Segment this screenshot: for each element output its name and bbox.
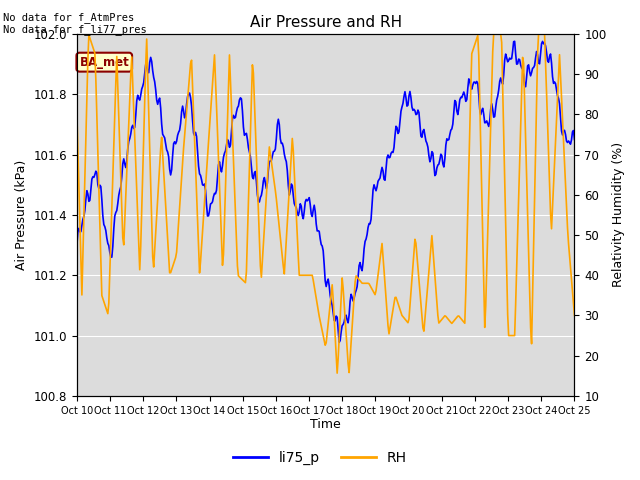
Text: BA_met: BA_met — [79, 56, 129, 69]
Text: No data for f_li77_pres: No data for f_li77_pres — [3, 24, 147, 35]
Text: No data for f_AtmPres: No data for f_AtmPres — [3, 12, 134, 23]
X-axis label: Time: Time — [310, 419, 341, 432]
Y-axis label: Relativity Humidity (%): Relativity Humidity (%) — [612, 143, 625, 288]
Title: Air Pressure and RH: Air Pressure and RH — [250, 15, 402, 30]
Y-axis label: Air Pressure (kPa): Air Pressure (kPa) — [15, 160, 28, 270]
Legend: li75_p, RH: li75_p, RH — [228, 445, 412, 471]
